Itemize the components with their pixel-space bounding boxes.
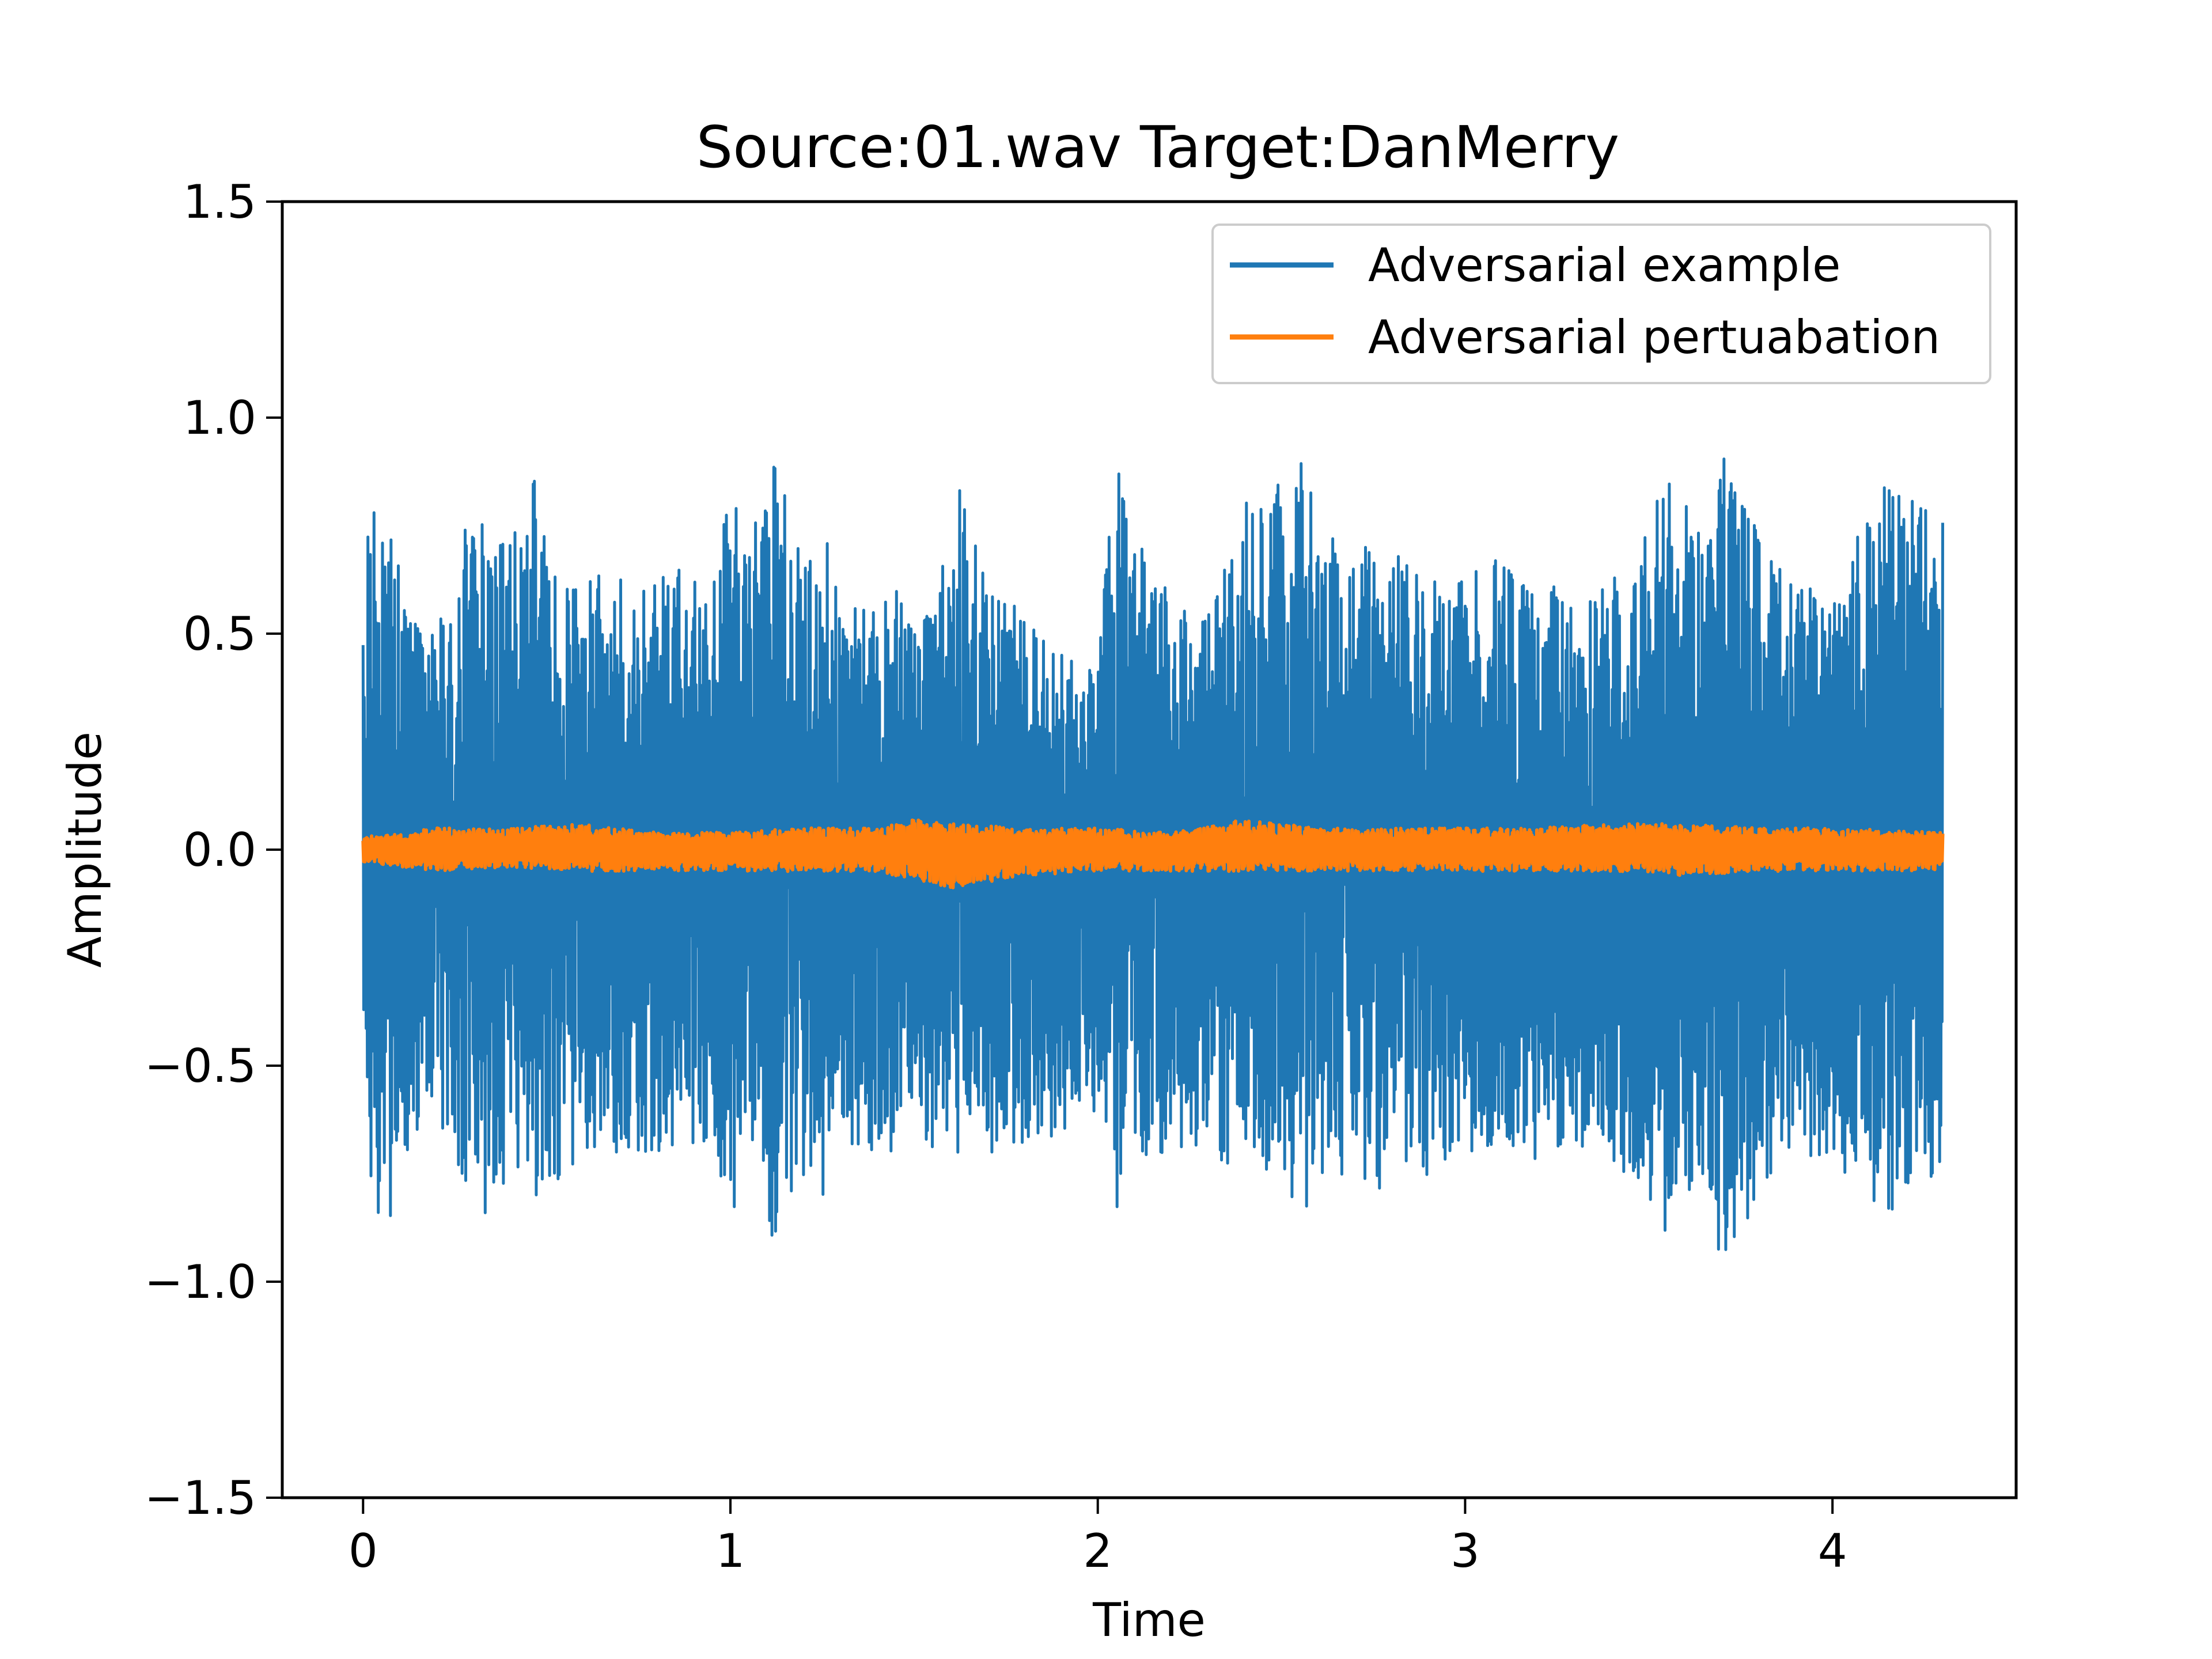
plot-series xyxy=(361,457,1945,1251)
x-axis-label: Time xyxy=(1092,1593,1206,1647)
x-tick-label: 1 xyxy=(716,1524,745,1578)
legend-label-adversarial-pertuabation: Adversarial pertuabation xyxy=(1368,310,1940,364)
x-tick-label: 2 xyxy=(1083,1524,1112,1578)
y-axis-label: Amplitude xyxy=(58,732,112,968)
x-tick-label: 0 xyxy=(349,1524,378,1578)
y-tick-label: 0.5 xyxy=(183,607,256,661)
legend-box xyxy=(1211,224,1991,384)
x-tick-label: 4 xyxy=(1818,1524,1847,1578)
y-axis: −1.5 −1.0 −0.5 0.0 0.5 1.0 1.5 xyxy=(145,175,282,1525)
y-tick-label: 0.0 xyxy=(183,823,256,877)
y-tick-label: −1.5 xyxy=(145,1471,256,1525)
legend: Adversarial example Adversarial pertuaba… xyxy=(1211,224,1991,384)
y-tick-label: 1.0 xyxy=(183,391,256,445)
series-line-adversarial-pertuabation xyxy=(361,818,1945,889)
x-tick-label: 3 xyxy=(1450,1524,1480,1578)
y-tick-label: −0.5 xyxy=(145,1039,256,1093)
y-tick-label: −1.0 xyxy=(145,1255,256,1309)
chart-title: Source:01.wav Target:DanMerry xyxy=(696,113,1619,181)
legend-label-adversarial-example: Adversarial example xyxy=(1368,238,1840,292)
y-tick-label: 1.5 xyxy=(183,175,256,229)
x-axis: 0 1 2 3 4 xyxy=(349,1498,1847,1578)
